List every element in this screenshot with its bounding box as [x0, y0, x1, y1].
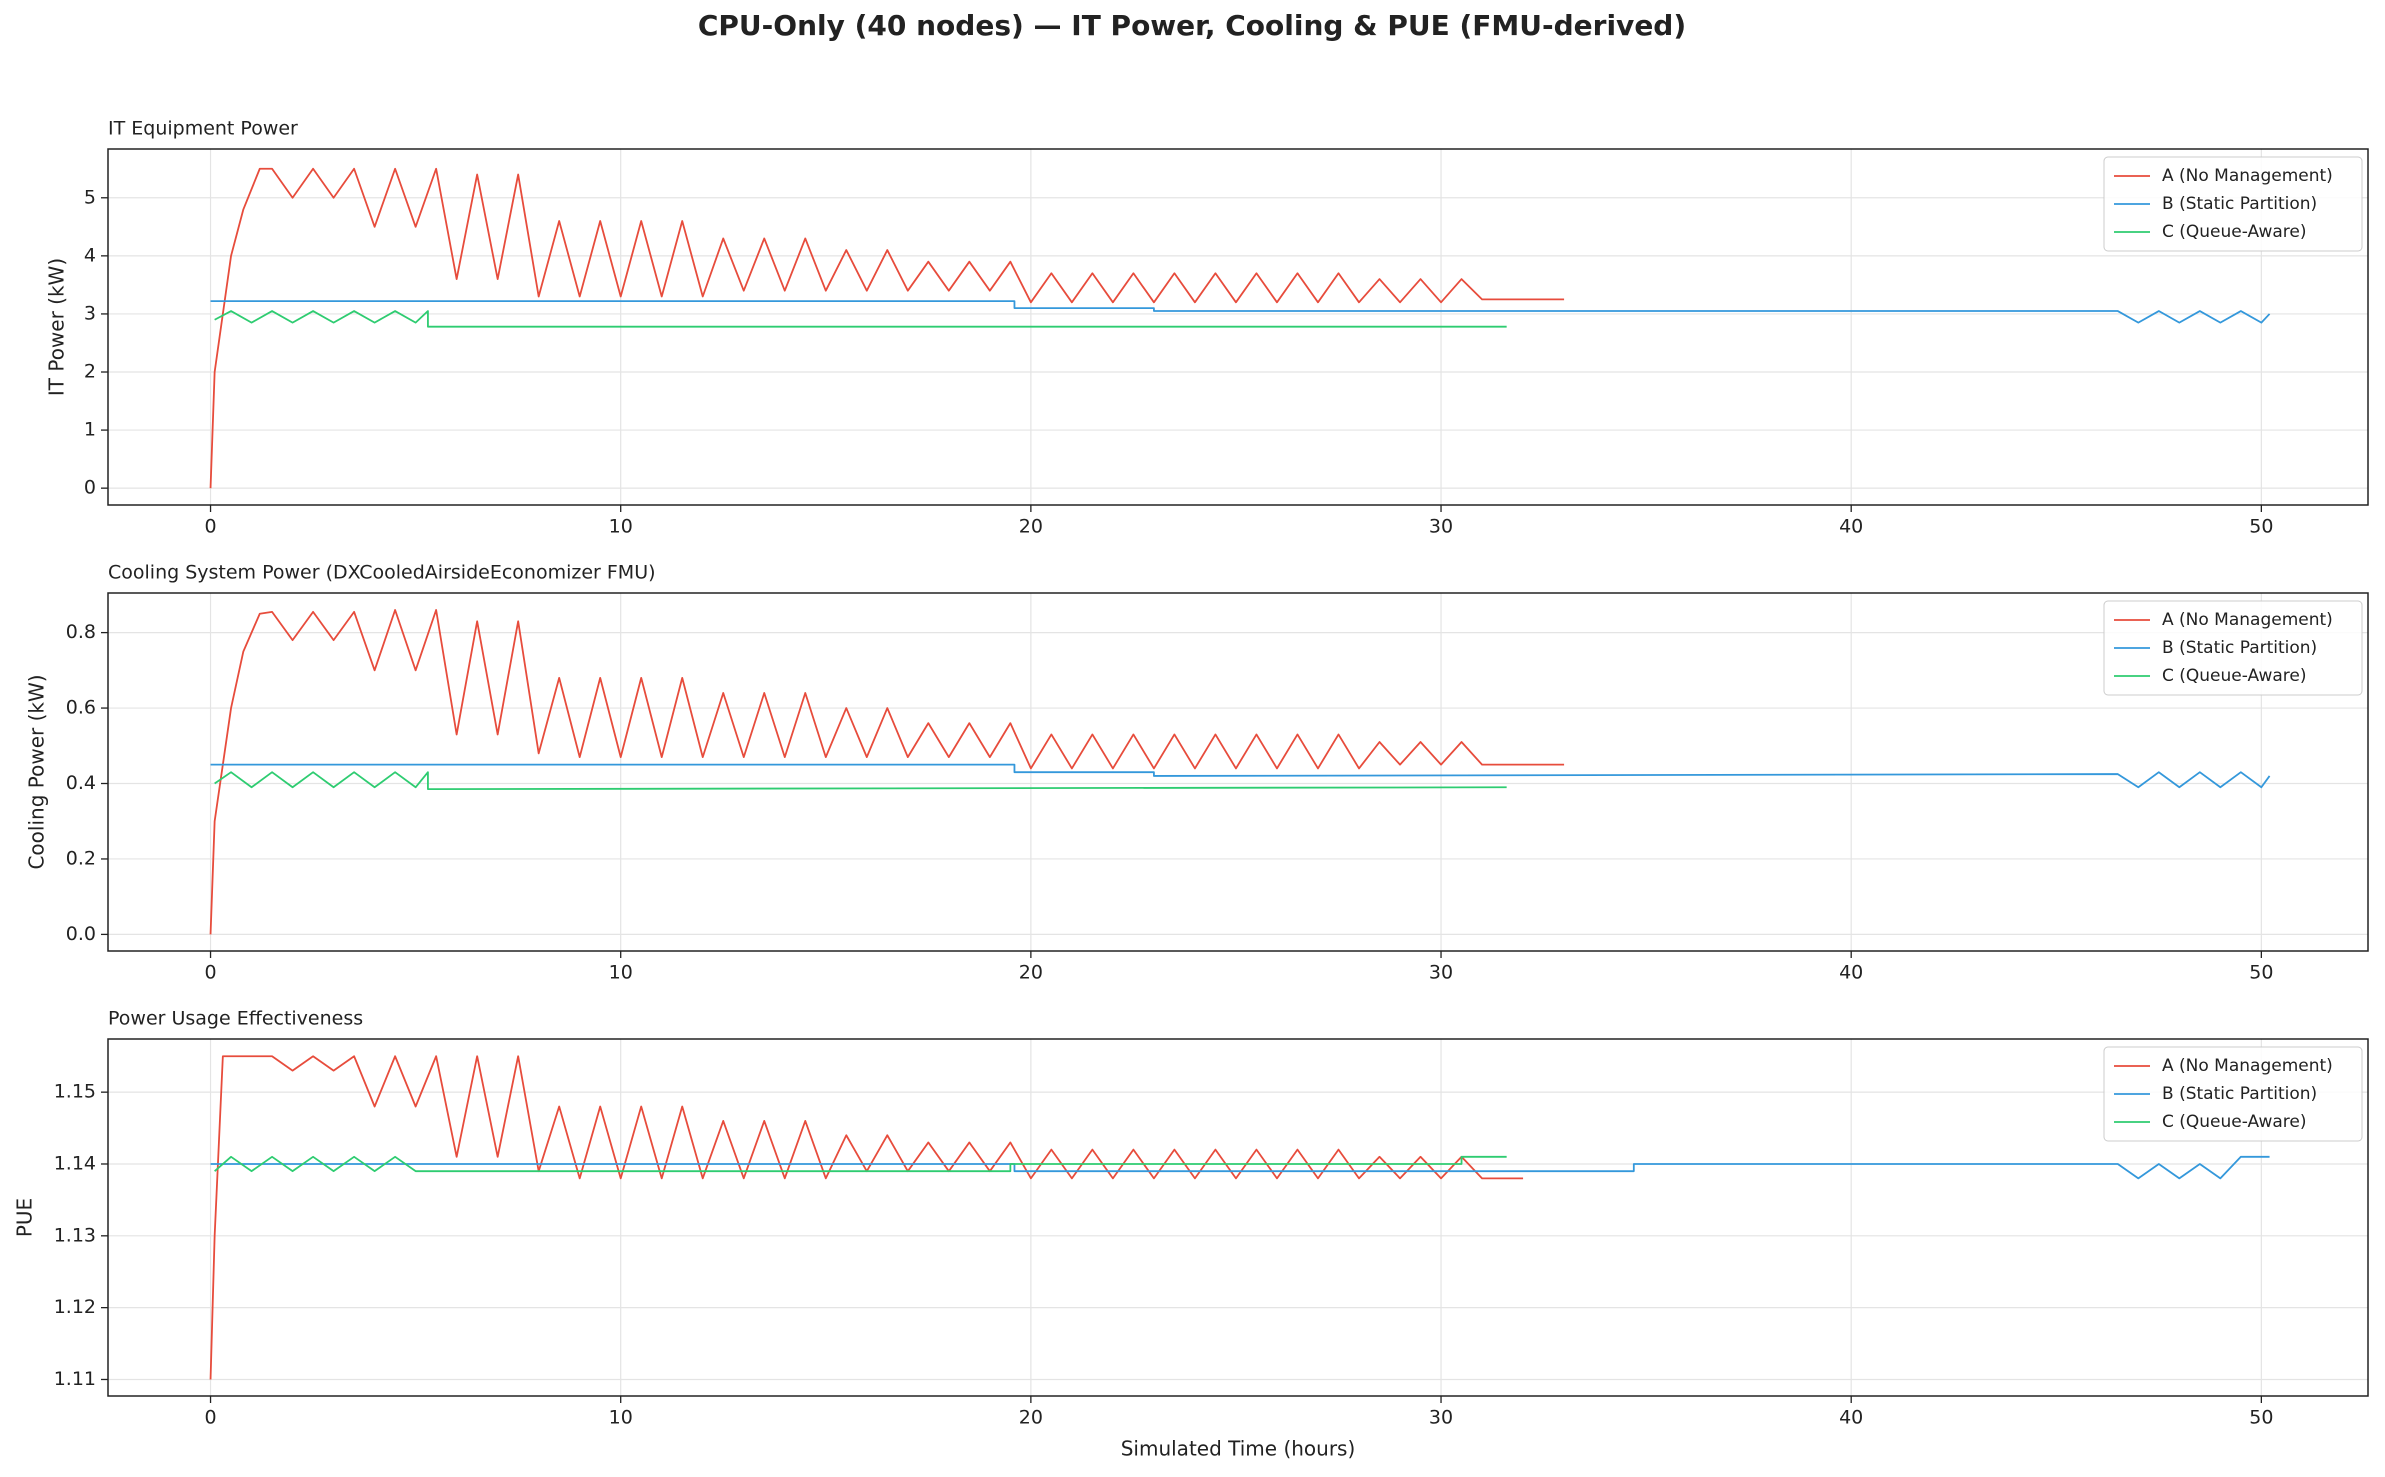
- x-tick-label: 50: [2249, 516, 2273, 538]
- subplot-title: Cooling System Power (DXCooledAirsideEco…: [108, 562, 656, 584]
- legend-label: C (Queue-Aware): [2162, 222, 2306, 242]
- x-tick-label: 30: [1429, 516, 1453, 538]
- subplot: Power Usage Effectiveness PUE Simulated Ti…: [13, 1008, 2369, 1461]
- x-tick-label: 30: [1429, 962, 1453, 984]
- series-line: [210, 763, 2271, 789]
- y-tick-label: 0: [84, 477, 96, 499]
- subplot-title: IT Equipment Power: [108, 118, 298, 140]
- y-tick-label: 1.14: [54, 1152, 96, 1174]
- legend-box: [2103, 156, 2363, 252]
- y-tick-label: 1: [84, 419, 96, 441]
- y-tick-label: 0.4: [66, 772, 96, 794]
- y-tick-label: 1.12: [54, 1296, 96, 1318]
- series-line: [209, 609, 1565, 935]
- x-tick-label: 10: [609, 1407, 633, 1429]
- y-tick-label: 3: [84, 302, 96, 324]
- y-tick-label: 5: [84, 186, 96, 208]
- series-line: [214, 310, 1507, 328]
- legend: A (No Management) B (Static Partition) C (…: [2103, 1046, 2363, 1142]
- x-tick-label: 40: [1839, 516, 1863, 538]
- legend-label: C (Queue-Aware): [2162, 666, 2306, 686]
- y-tick-label: 0.0: [66, 923, 96, 945]
- series-line: [209, 167, 1565, 489]
- subplot-title: Power Usage Effectiveness: [108, 1008, 363, 1030]
- y-tick-label: 0.2: [66, 847, 96, 869]
- y-tick-label: 0.8: [66, 621, 96, 643]
- legend: A (No Management) B (Static Partition) C (…: [2103, 156, 2363, 252]
- x-tick-label: 0: [204, 1407, 216, 1429]
- y-tick-label: 1.11: [54, 1368, 96, 1390]
- legend: A (No Management) B (Static Partition) C (…: [2103, 600, 2363, 696]
- y-tick-label: 0.6: [66, 697, 96, 719]
- x-tick-label: 20: [1019, 1407, 1043, 1429]
- legend-label: B (Static Partition): [2162, 638, 2317, 658]
- series-line: [210, 300, 2271, 324]
- series-line: [209, 1055, 1524, 1380]
- x-tick-label: 40: [1839, 962, 1863, 984]
- series-line: [210, 1155, 2270, 1180]
- y-tick-label: 4: [84, 244, 96, 266]
- series-line: [214, 1155, 1507, 1173]
- y-tick-label: 1.13: [54, 1224, 96, 1246]
- subplot: Cooling System Power (DXCooledAirsideEco…: [25, 562, 2369, 984]
- legend-label: A (No Management): [2162, 610, 2333, 630]
- x-tick-label: 20: [1019, 516, 1043, 538]
- x-tick-label: 10: [609, 516, 633, 538]
- y-axis-label: Cooling Power (kW): [25, 674, 49, 869]
- x-tick-label: 0: [204, 516, 216, 538]
- y-tick-label: 1.15: [54, 1081, 96, 1103]
- x-tick-label: 40: [1839, 1407, 1863, 1429]
- x-tick-label: 30: [1429, 1407, 1453, 1429]
- x-tick-label: 50: [2249, 1407, 2273, 1429]
- legend-label: C (Queue-Aware): [2162, 1112, 2306, 1132]
- x-tick-label: 10: [609, 962, 633, 984]
- y-axis-label: PUE: [13, 1198, 37, 1237]
- x-tick-label: 20: [1019, 962, 1043, 984]
- legend-box: [2103, 600, 2363, 696]
- x-tick-label: 0: [204, 962, 216, 984]
- x-axis-label: Simulated Time (hours): [1121, 1437, 1356, 1461]
- series-line: [214, 771, 1507, 791]
- axes-frame: [107, 1038, 2369, 1397]
- y-tick-label: 2: [84, 361, 96, 383]
- legend-label: A (No Management): [2162, 166, 2333, 186]
- y-axis-label: IT Power (kW): [45, 258, 69, 396]
- legend-box: [2103, 1046, 2363, 1142]
- x-tick-label: 50: [2249, 962, 2273, 984]
- legend-label: B (Static Partition): [2162, 1084, 2317, 1104]
- legend-label: B (Static Partition): [2162, 194, 2317, 214]
- figure-title: CPU-Only (40 nodes) — IT Power, Cooling …: [698, 9, 1686, 42]
- legend-label: A (No Management): [2162, 1056, 2333, 1076]
- axes-frame: [107, 148, 2369, 506]
- axes-frame: [107, 592, 2369, 952]
